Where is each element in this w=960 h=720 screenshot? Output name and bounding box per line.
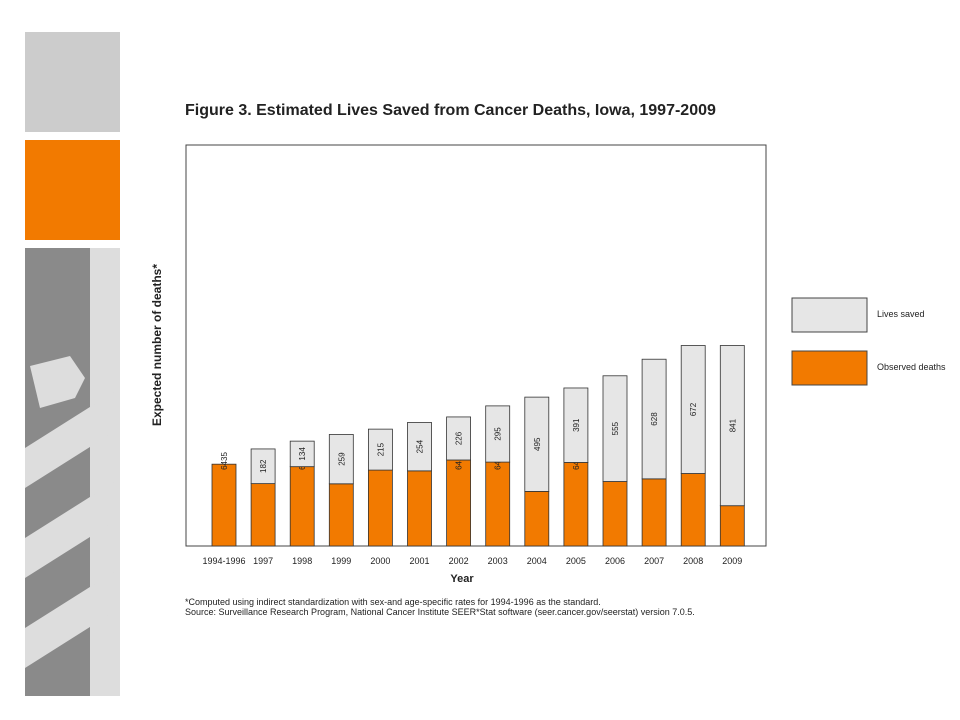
- x-tick-2000: 2000: [370, 556, 390, 566]
- x-axis-label: Year: [450, 573, 474, 585]
- label-lives-saved-2006: 555: [611, 421, 620, 435]
- label-lives-saved-1999: 259: [337, 452, 346, 466]
- decor-orange-block: [25, 140, 120, 240]
- bar-observed-1998: [289, 466, 315, 547]
- legend-label-lives-saved: Lives saved: [877, 309, 925, 319]
- legend-swatch-lives-saved: [791, 297, 868, 333]
- legend-swatch-observed-deaths: [791, 350, 868, 386]
- x-tick-2006: 2006: [605, 556, 625, 566]
- x-tick-1994-1996: 1994-1996: [202, 556, 245, 566]
- bar-lives-saved-2002: [446, 416, 472, 461]
- x-tick-2005: 2005: [566, 556, 586, 566]
- label-lives-saved-2005: 391: [572, 418, 581, 432]
- x-tick-2007: 2007: [644, 556, 664, 566]
- bar-observed-1994-1996: [211, 463, 237, 547]
- source-note: Source: Surveillance Research Program, N…: [185, 607, 695, 617]
- label-lives-saved-2007: 628: [650, 412, 659, 426]
- bar-lives-saved-2001: [407, 422, 432, 472]
- x-tick-2004: 2004: [527, 556, 547, 566]
- bar-lives-saved-1998: [289, 440, 315, 468]
- label-lives-saved-1998: 134: [298, 447, 307, 461]
- label-lives-saved-1997: 182: [259, 459, 268, 473]
- bar-observed-2003: [485, 461, 511, 547]
- bar-observed-1999: [328, 483, 354, 547]
- bar-observed-1997: [250, 483, 276, 547]
- bar-observed-2007: [641, 478, 667, 547]
- legend: Lives saved Observed deaths: [791, 297, 946, 386]
- bar-observed-2001: [407, 470, 432, 547]
- bar-lives-saved-1999: [328, 434, 354, 485]
- bar-observed-2004: [524, 491, 550, 547]
- bar-observed-2002: [446, 459, 472, 547]
- x-tick-1998: 1998: [292, 556, 312, 566]
- bar-lives-saved-2000: [367, 428, 393, 471]
- bar-lives-saved-2004: [524, 396, 550, 492]
- bar-lives-saved-2007: [641, 358, 667, 480]
- x-tick-2001: 2001: [409, 556, 429, 566]
- bar-lives-saved-2003: [485, 405, 511, 463]
- bar-lives-saved-2008: [680, 345, 706, 474]
- x-tick-2002: 2002: [449, 556, 469, 566]
- bar-observed-2009: [719, 505, 745, 547]
- plot-frame: [185, 144, 767, 547]
- label-lives-saved-2008: 672: [689, 402, 698, 416]
- x-tick-2003: 2003: [488, 556, 508, 566]
- label-observed-2002: 6457: [455, 452, 464, 470]
- label-lives-saved-2000: 215: [376, 442, 385, 456]
- bar-lives-saved-2009: [719, 345, 745, 507]
- x-tick-1997: 1997: [253, 556, 273, 566]
- x-tick-1999: 1999: [331, 556, 351, 566]
- label-lives-saved-2003: 295: [494, 427, 503, 441]
- bar-lives-saved-1997: [250, 448, 276, 485]
- label-lives-saved-2004: 495: [533, 437, 542, 451]
- label-lives-saved-2001: 254: [416, 439, 425, 453]
- bars-group: 6435633318264221346332259640421564002546…: [211, 345, 745, 547]
- x-tick-2009: 2009: [722, 556, 742, 566]
- bar-observed-2006: [602, 481, 628, 547]
- decor-grey-block: [25, 32, 120, 132]
- bar-observed-2000: [367, 469, 393, 547]
- bar-lives-saved-2006: [602, 375, 628, 482]
- label-observed-1994-1996: 6435: [220, 452, 229, 470]
- footnote: *Computed using indirect standardization…: [185, 597, 601, 607]
- figure-title: Figure 3. Estimated Lives Saved from Can…: [185, 102, 716, 119]
- x-tick-labels: 1994-1996 1997 1998 1999 2000 2001 2002 2003 200…: [202, 556, 742, 566]
- y-axis-label: Expected number of deaths*: [150, 264, 164, 426]
- bar-observed-2005: [563, 462, 589, 547]
- bar-lives-saved-2005: [563, 387, 589, 463]
- label-lives-saved-2002: 226: [455, 431, 464, 445]
- stacked-bar-chart: 6435633318264221346332259640421564002546…: [150, 144, 946, 585]
- bar-observed-2008: [680, 473, 706, 547]
- label-lives-saved-2009: 841: [728, 418, 737, 432]
- decor-pattern: [25, 248, 120, 696]
- x-tick-2008: 2008: [683, 556, 703, 566]
- legend-label-observed-deaths: Observed deaths: [877, 362, 946, 372]
